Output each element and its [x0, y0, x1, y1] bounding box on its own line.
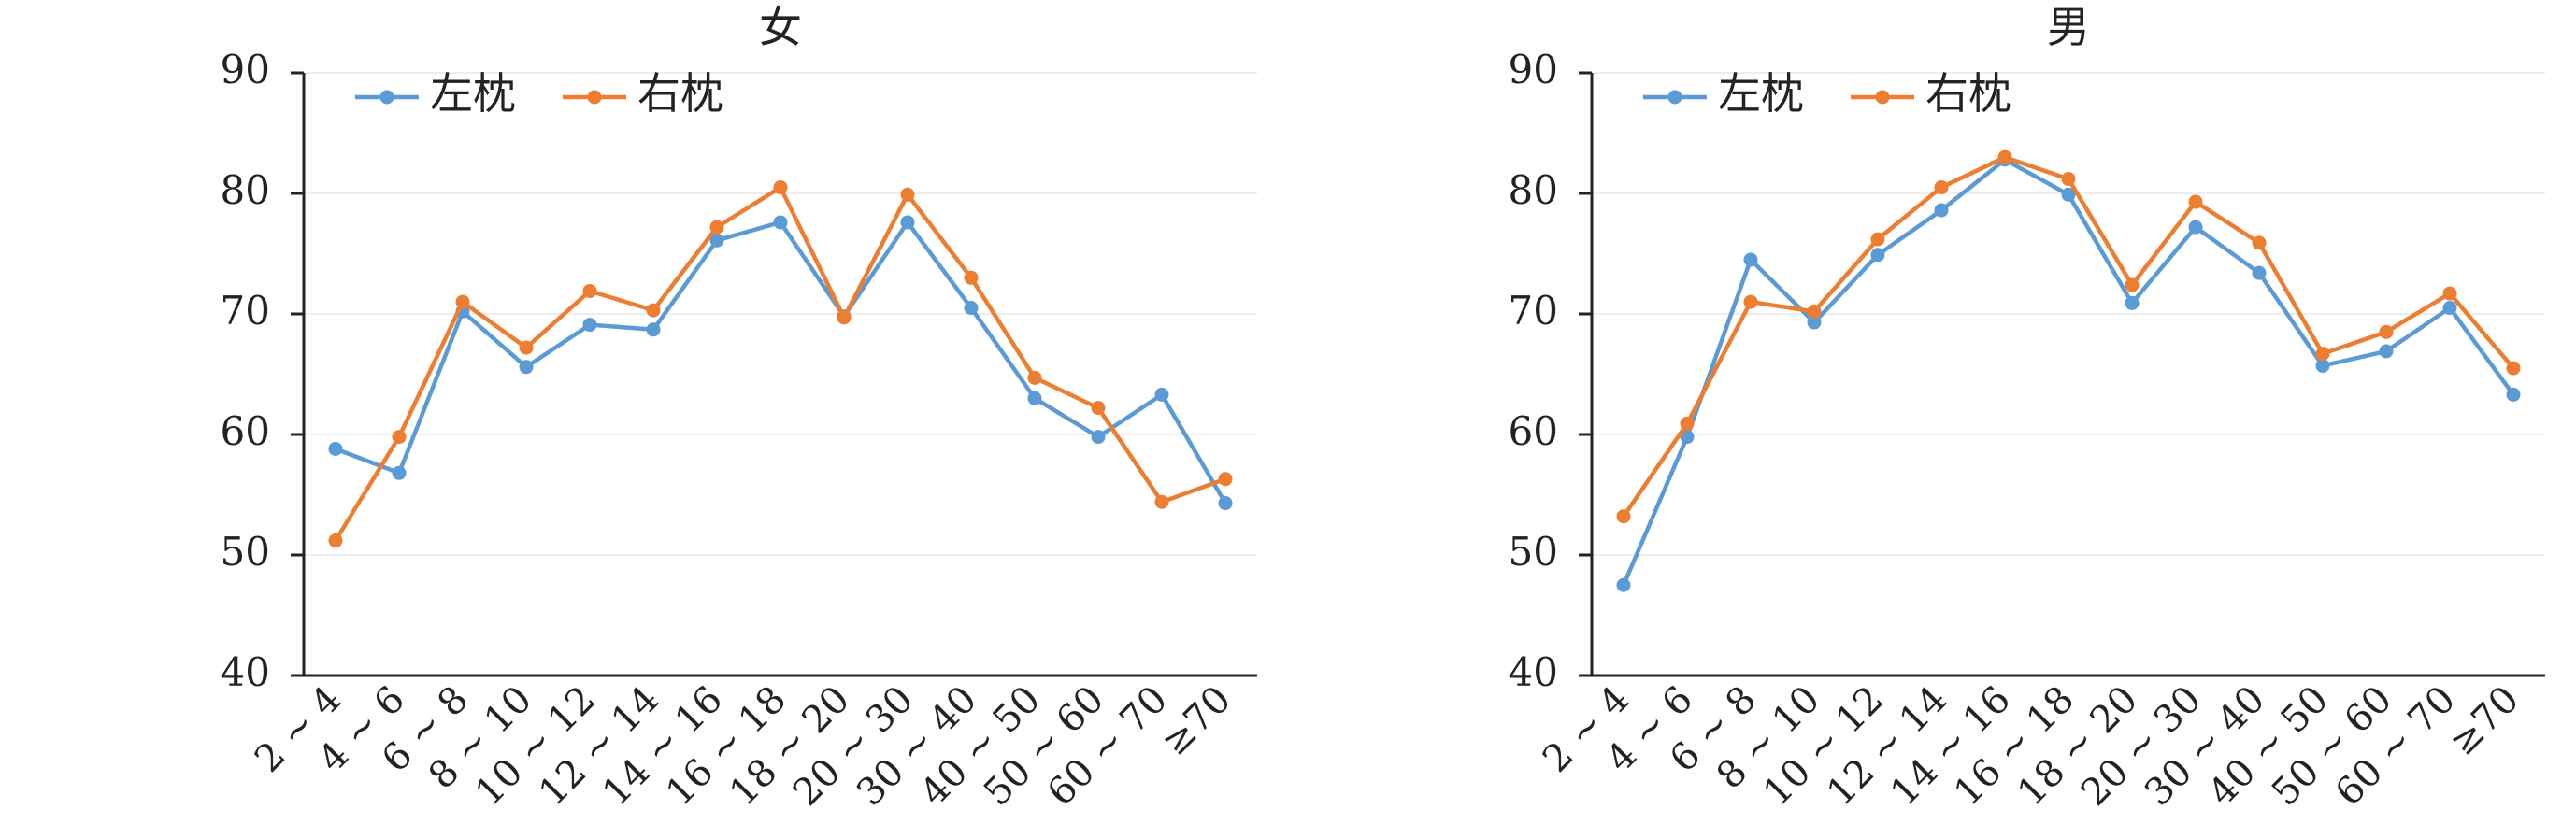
data-point	[2442, 301, 2457, 316]
x-tick-label: ≥70	[1153, 678, 1239, 764]
data-point	[1218, 496, 1233, 511]
y-tick-label: 40	[1509, 649, 1558, 695]
data-point	[646, 322, 661, 337]
y-tick-label: 70	[1509, 288, 1558, 334]
data-point	[1616, 577, 1631, 592]
data-point	[1743, 294, 1758, 309]
y-tick-label: 70	[221, 288, 270, 334]
data-point	[328, 441, 343, 456]
legend-label: 左枕	[430, 68, 516, 119]
data-point	[1616, 509, 1631, 524]
data-point	[392, 465, 407, 480]
series-line-1	[1622, 155, 2515, 518]
data-point	[2442, 286, 2457, 301]
data-point	[1091, 401, 1106, 416]
data-point	[2506, 387, 2521, 402]
data-point	[2125, 295, 2140, 310]
data-point	[964, 301, 979, 316]
data-point	[455, 294, 470, 309]
data-point	[392, 430, 407, 445]
data-point	[2125, 277, 2140, 292]
data-point	[709, 233, 724, 248]
data-point	[646, 303, 661, 318]
data-point	[1154, 387, 1169, 402]
data-point	[1997, 149, 2012, 164]
data-point	[1091, 430, 1106, 445]
data-point	[1807, 304, 1822, 319]
data-point	[582, 283, 597, 298]
y-tick-label: 40	[221, 649, 270, 695]
data-point	[837, 310, 852, 325]
data-point	[1807, 315, 1822, 330]
legend-label: 右枕	[1925, 68, 2011, 119]
legend-swatch-marker	[379, 90, 394, 105]
data-point	[2315, 347, 2330, 362]
data-point	[2379, 344, 2394, 359]
data-point	[1218, 472, 1233, 487]
legend-swatch-marker	[1875, 90, 1890, 105]
y-tick-label: 60	[1509, 408, 1558, 454]
series-line-1	[334, 185, 1226, 542]
y-tick-label: 80	[221, 167, 270, 213]
data-point	[2315, 358, 2330, 373]
data-point	[1027, 391, 1042, 405]
data-point	[2506, 361, 2521, 376]
y-tick-label: 90	[221, 47, 270, 92]
data-point	[1680, 416, 1695, 431]
y-tick-label: 80	[1509, 167, 1558, 213]
data-point	[2061, 172, 2076, 187]
data-point	[900, 187, 915, 202]
data-point	[1680, 430, 1695, 445]
y-tick-label: 60	[221, 408, 270, 454]
data-point	[1154, 494, 1169, 509]
data-point	[1027, 370, 1042, 385]
legend-swatch-marker	[587, 90, 602, 105]
x-tick-label: ≥70	[2441, 678, 2527, 764]
y-tick-label: 50	[221, 529, 270, 575]
series-line-0	[1621, 157, 2515, 587]
data-point	[1934, 180, 1949, 195]
data-point	[2252, 235, 2267, 250]
data-point	[2188, 220, 2203, 235]
data-point	[1934, 203, 1949, 218]
data-point	[2061, 187, 2076, 202]
data-point	[1870, 232, 1885, 247]
data-point	[900, 215, 915, 230]
legend-label: 左枕	[1718, 68, 1804, 119]
data-point	[328, 533, 343, 548]
data-point	[1870, 248, 1885, 263]
legend-label: 右枕	[637, 68, 723, 119]
data-point	[582, 318, 597, 333]
data-point	[964, 270, 979, 285]
y-tick-label: 90	[1509, 47, 1558, 92]
data-point	[709, 220, 724, 235]
data-point	[2252, 265, 2267, 280]
data-point	[1743, 252, 1758, 267]
data-point	[2379, 324, 2394, 339]
chart-title: 女	[759, 2, 802, 52]
chart-title: 男	[2047, 2, 2090, 52]
y-tick-label: 50	[1509, 529, 1558, 575]
data-point	[773, 180, 788, 195]
series-line-0	[335, 220, 1227, 505]
data-point	[519, 340, 534, 355]
legend-swatch-marker	[1667, 90, 1682, 105]
data-point	[519, 360, 534, 375]
data-point	[773, 215, 788, 230]
data-point	[2188, 194, 2203, 209]
